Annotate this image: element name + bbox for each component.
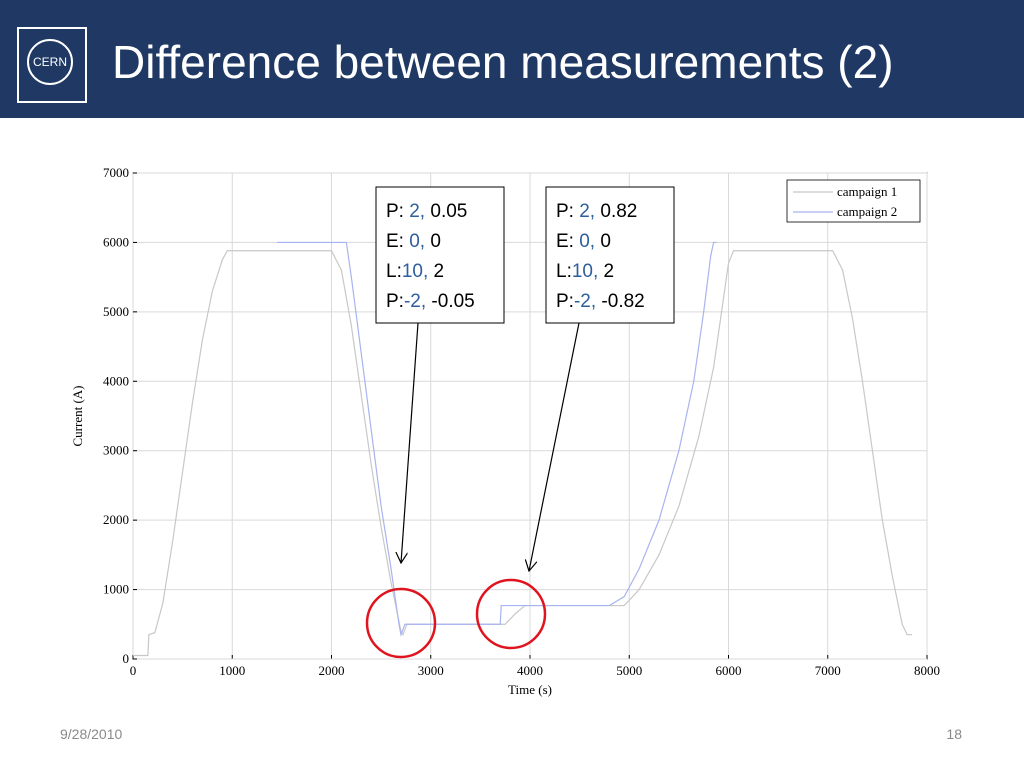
arrow [529,322,580,571]
annotation-box [375,186,505,324]
annotation-part: P: [556,201,579,222]
header-band [0,0,1024,118]
x-tick-label: 1000 [219,663,245,678]
x-tick-label: 7000 [815,663,841,678]
x-tick-label: 5000 [616,663,642,678]
annotation-part: -2, [574,291,596,312]
annotation-part: -0.82 [596,291,645,312]
annotation-line: P:-2, -0.82 [556,291,645,312]
slide-title: Difference between measurements (2) [112,36,894,88]
arrow [401,322,419,563]
y-tick-label: 3000 [103,443,129,458]
annotation-part: 2 [428,261,444,282]
annotation-part: -2, [404,291,426,312]
x-tick-label: 2000 [319,663,345,678]
annotation-part: 0.82 [595,201,637,222]
annotation-part: 0, [579,231,595,252]
annotation-line: P:-2, -0.05 [386,291,475,312]
annotation-part: P: [386,291,404,312]
annotation-part: P: [386,201,409,222]
legend-label: campaign 1 [837,184,897,199]
legend-box [786,179,921,223]
y-tick-label: 6000 [103,234,129,249]
annotation-part: 0 [595,231,611,252]
x-tick-label: 6000 [716,663,742,678]
x-tick-label: 4000 [517,663,543,678]
y-tick-label: 1000 [103,582,129,597]
legend-label: campaign 2 [837,204,897,219]
annotation-part: -0.05 [426,291,475,312]
annotation-part: P: [556,291,574,312]
highlight-circle [475,578,547,650]
x-tick-label: 0 [130,663,137,678]
x-axis-label: Time (s) [508,682,552,697]
annotation-part: 2, [579,201,595,222]
annotation-line: E: 0, 0 [386,231,441,252]
highlight-circle [365,587,437,659]
annotation-part: 2, [409,201,425,222]
series-line [276,241,717,637]
annotation-part: 0, [409,231,425,252]
logo-ring [27,39,73,85]
annotation-part: L: [386,261,402,282]
annotation-part: E: [386,231,409,252]
annotation-line: P: 2, 0.05 [386,201,467,222]
annotation-part: 0 [425,231,441,252]
y-tick-label: 5000 [103,304,129,319]
annotation-part: E: [556,231,579,252]
annotation-line: L:10, 2 [386,261,444,282]
y-tick-label: 7000 [103,165,129,180]
footer-date: 9/28/2010 [60,726,122,742]
annotation-part: L: [556,261,572,282]
annotation-box [545,186,675,324]
footer-page: 18 [946,726,962,742]
x-tick-label: 3000 [418,663,444,678]
annotation-part: 10, [572,261,598,282]
logo-text: CERN [33,55,67,69]
annotation-line: P: 2, 0.82 [556,201,637,222]
annotation-part: 2 [598,261,614,282]
annotation-part: 10, [402,261,428,282]
y-tick-label: 2000 [103,512,129,527]
y-tick-label: 4000 [103,373,129,388]
annotation-line: L:10, 2 [556,261,614,282]
y-axis-label: Current (A) [70,385,85,446]
annotation-line: E: 0, 0 [556,231,611,252]
x-tick-label: 8000 [914,663,940,678]
y-tick-label: 0 [123,651,130,666]
annotation-part: 0.05 [425,201,467,222]
